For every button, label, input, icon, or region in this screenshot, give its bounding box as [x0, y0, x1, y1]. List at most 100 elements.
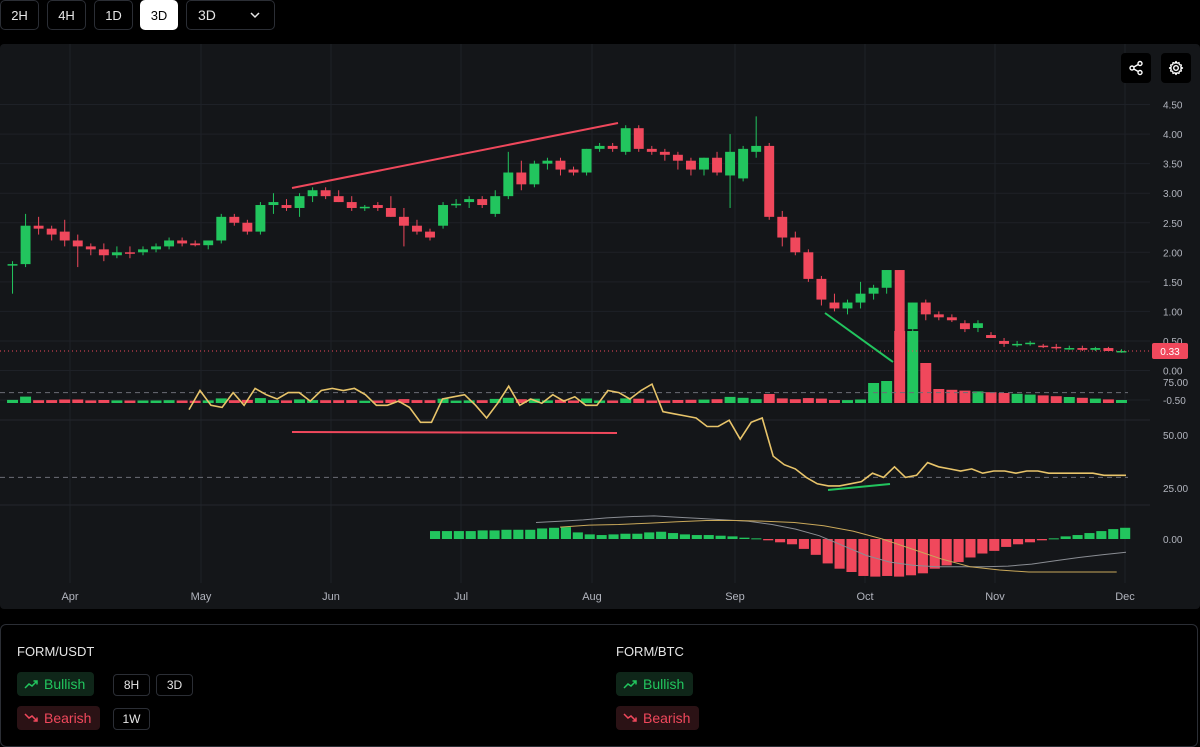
- volume-bar: [698, 399, 710, 403]
- macd-histogram-bar: [608, 534, 619, 539]
- candle-body: [72, 240, 83, 247]
- candle-body: [516, 172, 527, 185]
- month-label: Sep: [725, 591, 745, 603]
- candle-body: [1116, 350, 1127, 353]
- tag-3d[interactable]: 3D: [156, 674, 193, 696]
- timeframe-select[interactable]: 3D: [186, 0, 275, 30]
- volume-bar: [763, 394, 775, 403]
- timeframe-4h-button[interactable]: 4H: [47, 0, 86, 30]
- timeframe-2h-button[interactable]: 2H: [0, 0, 39, 30]
- timeframe-1d-button[interactable]: 1D: [94, 0, 133, 30]
- candle-body: [294, 196, 305, 208]
- candle-body: [999, 340, 1010, 344]
- macd-histogram-bar: [453, 531, 464, 539]
- month-label: Oct: [856, 591, 873, 603]
- macd-histogram-bar: [715, 535, 726, 539]
- candle-body: [712, 157, 722, 173]
- tag-1w[interactable]: 1W: [113, 708, 150, 730]
- macd-histogram-bar: [703, 535, 714, 539]
- volume-bar: [320, 400, 332, 403]
- candle-body: [1012, 343, 1023, 346]
- candle-body: [281, 205, 292, 208]
- macd-histogram-bar: [489, 530, 500, 539]
- bullish-badge-btc[interactable]: Bullish: [616, 672, 694, 696]
- candle-body: [1025, 342, 1036, 345]
- candle-body: [425, 231, 435, 238]
- candle-body: [751, 145, 762, 152]
- volume-bar: [1024, 394, 1036, 403]
- price-tick-label: 2.00: [1163, 248, 1183, 259]
- macd-histogram-bar: [846, 539, 857, 572]
- candle-body: [816, 278, 827, 300]
- macd-histogram-bar: [537, 528, 548, 539]
- volume-bar: [150, 400, 162, 403]
- volume-bar: [189, 400, 201, 403]
- volume-bar: [581, 398, 593, 403]
- bullish-badge-usdt[interactable]: Bullish: [17, 672, 95, 696]
- macd-histogram-bar: [775, 539, 786, 543]
- candle-body: [464, 199, 475, 203]
- volume-bar: [894, 331, 906, 403]
- candle-body: [229, 216, 240, 223]
- month-label: Jun: [322, 591, 340, 603]
- macd-histogram-bar: [1024, 539, 1036, 543]
- candle-body: [255, 205, 266, 232]
- bearish-divergence-line: [291, 122, 619, 189]
- candle-body: [1103, 348, 1114, 351]
- candle-body: [33, 225, 44, 229]
- macd-tick-label: 0.00: [1163, 535, 1183, 546]
- volume-bar: [476, 400, 488, 403]
- price-tick-label: 2.50: [1163, 219, 1183, 230]
- volume-bar: [985, 392, 997, 403]
- candle-body: [594, 145, 605, 149]
- macd-histogram-bar: [584, 534, 595, 539]
- volume-bar: [750, 399, 762, 403]
- macd-histogram-bar: [822, 539, 833, 564]
- volume-bar: [502, 397, 514, 403]
- rsi-tick-label: 25.00: [1163, 484, 1188, 495]
- settings-button[interactable]: [1161, 53, 1191, 83]
- macd-line: [535, 515, 1127, 568]
- volume-bar: [737, 397, 749, 403]
- current-price-badge: [1152, 342, 1188, 359]
- macd-histogram-bar: [894, 539, 905, 577]
- trend-down-icon: [623, 713, 637, 722]
- share-button[interactable]: [1121, 53, 1151, 83]
- volume-bar: [1115, 400, 1127, 403]
- volume-bar: [711, 399, 723, 403]
- candle-body: [764, 145, 775, 217]
- bearish-badge-btc[interactable]: Bearish: [616, 706, 700, 730]
- price-chart[interactable]: 4.50 4.00 3.50 3.00 2.50 2.00 1.50 1.00 0.50 0.00…: [0, 44, 1200, 609]
- tag-8h[interactable]: 8H: [113, 674, 150, 696]
- volume-bar: [933, 389, 945, 403]
- macd-histogram-bar: [727, 536, 738, 539]
- volume-bar: [124, 400, 136, 403]
- month-label: May: [191, 591, 212, 603]
- price-tick-label: 1.00: [1163, 307, 1183, 318]
- macd-histogram-bar: [882, 539, 893, 576]
- bearish-label: Bearish: [643, 710, 691, 726]
- macd-histogram-bar: [1048, 538, 1059, 540]
- timeframe-3d-button[interactable]: 3D: [140, 0, 178, 30]
- volume-bar: [1076, 397, 1088, 403]
- candle-body: [790, 237, 801, 253]
- candle-body: [346, 202, 357, 208]
- macd-histogram-bar: [751, 538, 762, 540]
- macd-histogram-bar: [548, 527, 560, 539]
- macd-histogram-bar: [977, 539, 988, 554]
- macd-histogram-bar: [596, 535, 607, 539]
- volume-bar: [1011, 393, 1023, 403]
- volume-bar: [411, 400, 423, 403]
- bullish-label: Bullish: [643, 676, 685, 692]
- candle-body: [1038, 345, 1049, 348]
- macd-histogram-bar: [989, 539, 1000, 551]
- candle-body: [438, 205, 449, 226]
- volume-bar: [228, 400, 240, 403]
- volume-bar: [1102, 399, 1114, 403]
- candle-body: [672, 154, 683, 161]
- candle-body: [568, 169, 579, 173]
- rsi-tick-label: 75.00: [1163, 378, 1188, 389]
- chart-panel[interactable]: 4.50 4.00 3.50 3.00 2.50 2.00 1.50 1.00 0.50 0.00…: [0, 44, 1200, 609]
- volume-bar: [815, 398, 827, 403]
- bearish-badge-usdt[interactable]: Bearish: [17, 706, 101, 730]
